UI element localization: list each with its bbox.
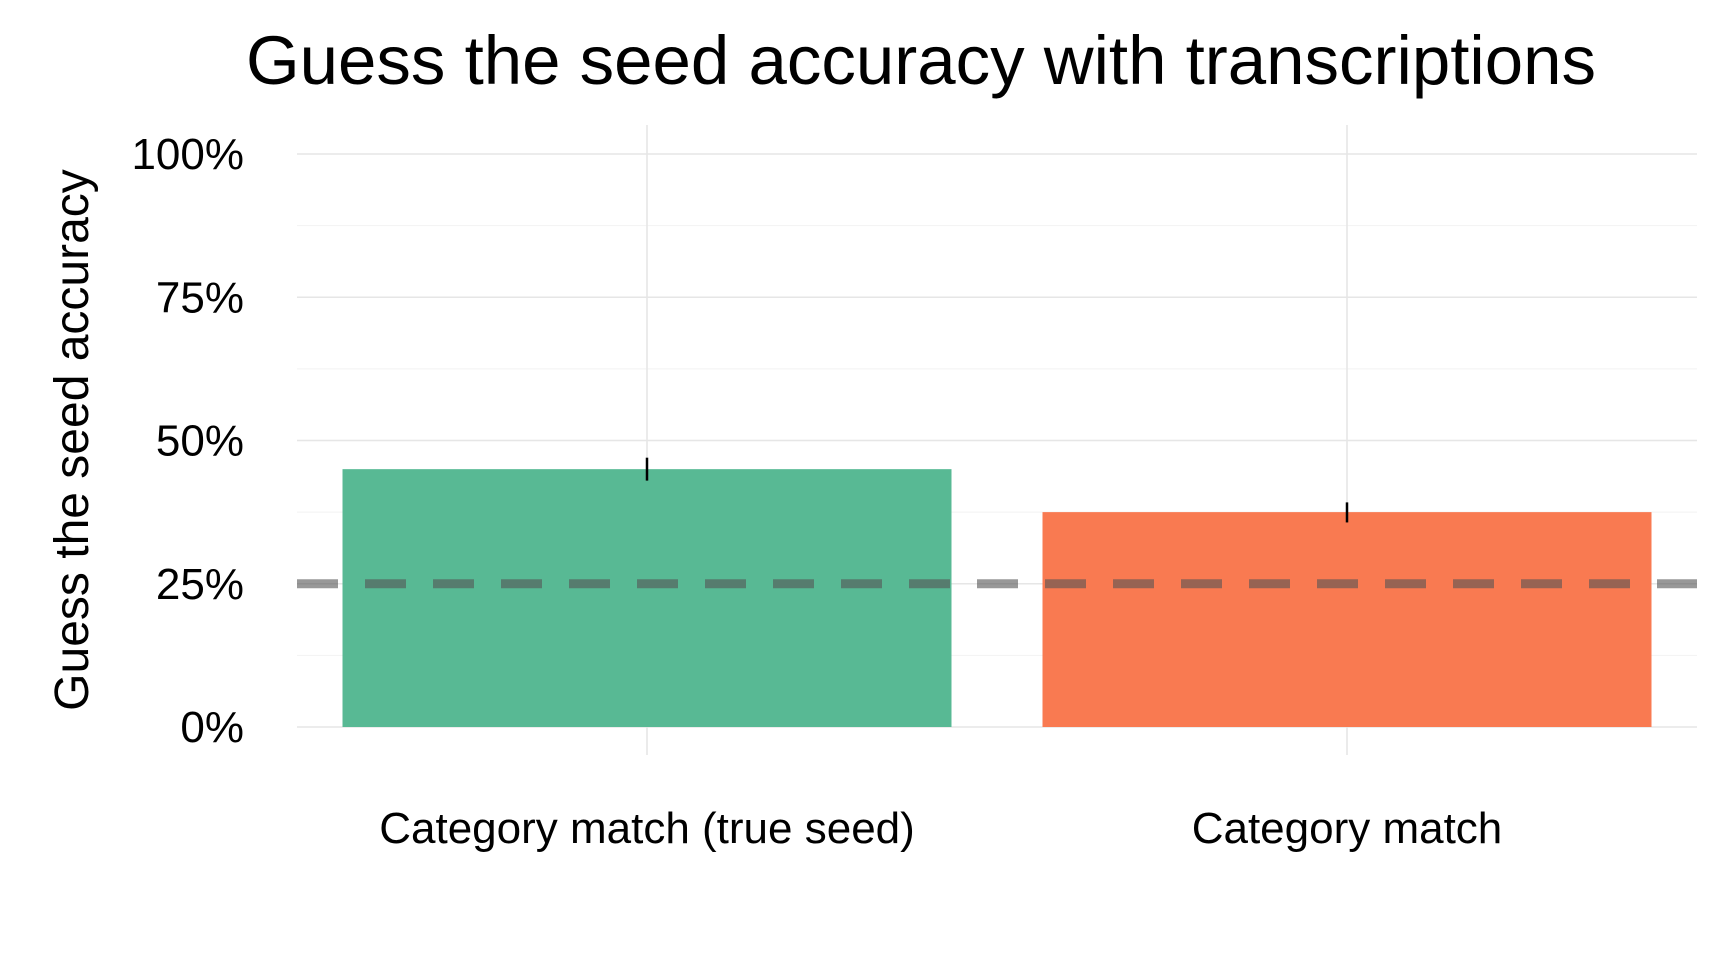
y-tick-labels: 0% 25% 50% 75% 100% [131, 130, 244, 752]
x-tick-label: Category match (true seed) [379, 804, 915, 853]
bar-1 [1042, 512, 1652, 727]
y-tick-label: 100% [131, 130, 244, 179]
bars [342, 469, 1652, 727]
error-bars [645, 457, 1349, 523]
y-axis-title: Guess the seed accuracy [46, 169, 99, 711]
y-tick-label: 0% [180, 703, 244, 752]
x-tick-label: Category match [1192, 804, 1503, 853]
bar-0 [342, 469, 952, 727]
y-tick-label: 25% [156, 560, 244, 609]
x-tick-labels: Category match (true seed) Category match [379, 804, 1502, 853]
chart-title: Guess the seed accuracy with transcripti… [246, 22, 1596, 99]
y-tick-label: 50% [156, 417, 244, 466]
y-tick-label: 75% [156, 273, 244, 322]
